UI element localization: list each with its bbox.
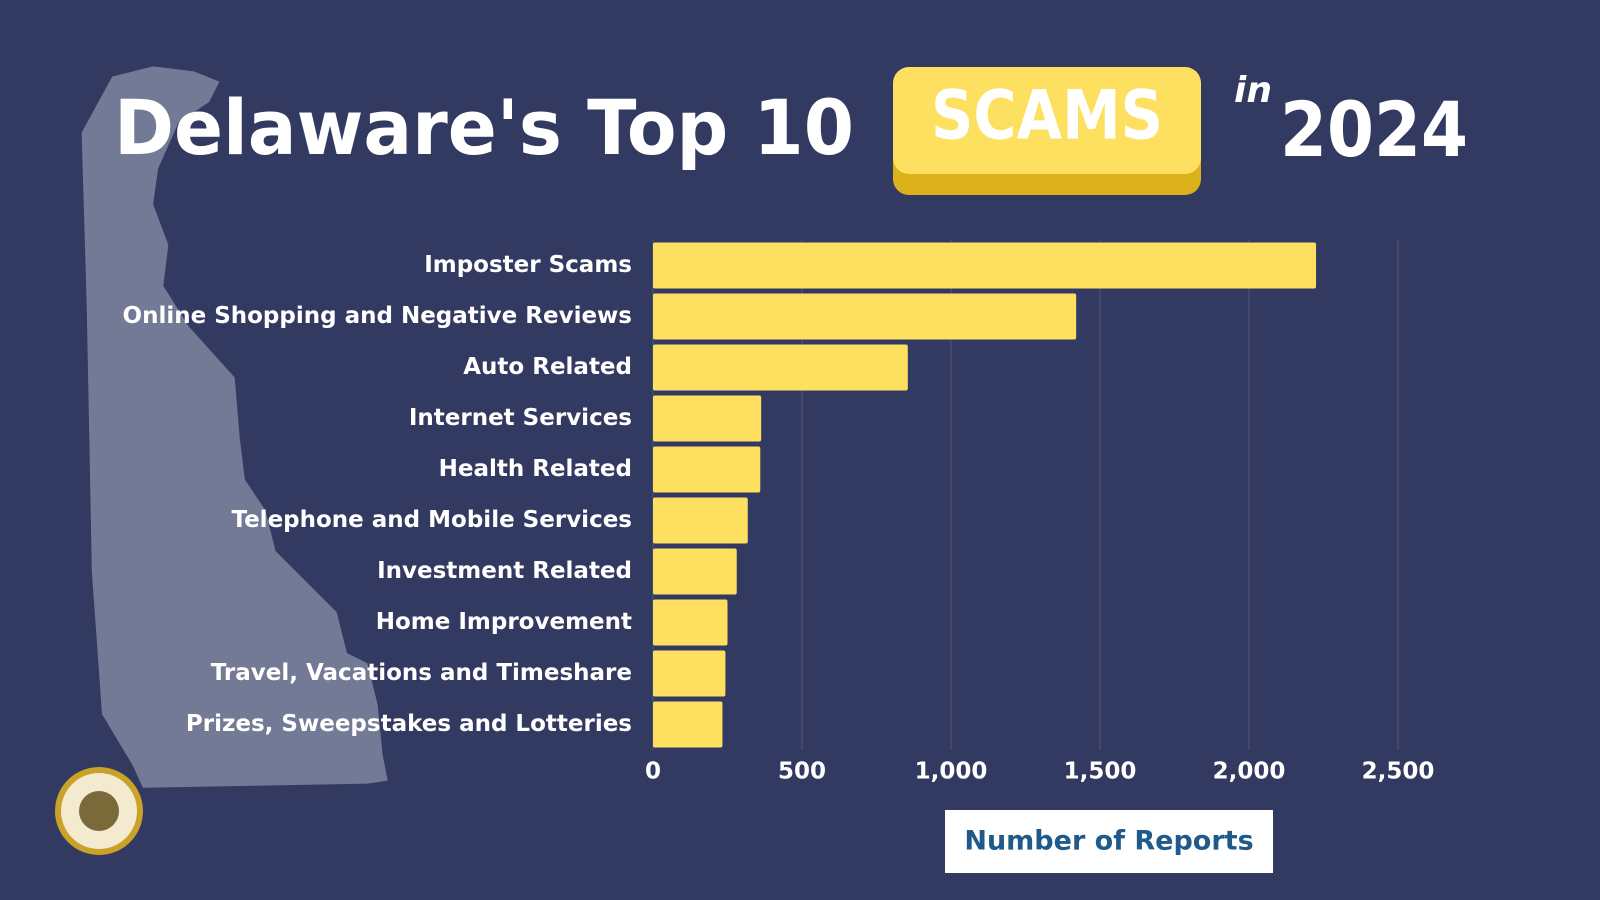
bar [653, 344, 908, 391]
x-tick-label: 2,000 [1213, 759, 1286, 785]
y-tick-label: Investment Related [377, 558, 632, 584]
bar [653, 497, 748, 544]
x-tick-label: 1,000 [915, 759, 988, 785]
x-tick-label: 0 [645, 759, 661, 785]
y-tick-label: Telephone and Mobile Services [231, 507, 632, 533]
title-connector: in [1234, 70, 1272, 111]
title-year: 2024 [1280, 85, 1468, 174]
bar [653, 650, 726, 697]
y-tick-label: Travel, Vacations and Timeshare [211, 660, 632, 686]
x-tick-label: 500 [778, 759, 826, 785]
bar [653, 446, 761, 493]
bar [653, 599, 728, 646]
y-tick-label: Internet Services [409, 405, 632, 431]
y-tick-label: Imposter Scams [424, 252, 632, 278]
x-axis-label: Number of Reports [964, 826, 1253, 857]
bar [653, 395, 762, 442]
y-tick-label: Prizes, Sweepstakes and Lotteries [186, 711, 632, 737]
x-tick-label: 2,500 [1362, 759, 1435, 785]
seal [55, 767, 143, 855]
bar [653, 548, 737, 595]
highlight-box [893, 67, 1201, 174]
title: Delaware's Top 10 [114, 83, 854, 172]
title-highlight: SCAMS [931, 77, 1163, 156]
bar [653, 293, 1077, 340]
bar [653, 242, 1317, 289]
bar [653, 701, 723, 748]
y-tick-label: Home Improvement [376, 609, 632, 635]
delaware-map [81, 66, 388, 788]
y-tick-label: Online Shopping and Negative Reviews [123, 303, 632, 329]
x-label-box [945, 810, 1273, 873]
x-tick-label: 1,500 [1064, 759, 1137, 785]
y-tick-label: Health Related [439, 456, 632, 482]
y-tick-label: Auto Related [463, 354, 632, 380]
